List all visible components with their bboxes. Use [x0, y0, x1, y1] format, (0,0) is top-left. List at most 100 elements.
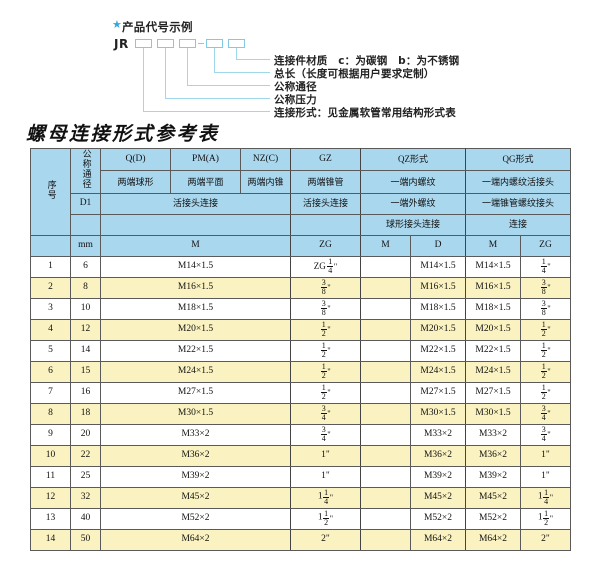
- cell-thread-m: M20×1.5: [100, 318, 291, 341]
- header-code-nzc: NZ(C): [240, 147, 291, 172]
- cell-qg-zg: 3 4 ": [520, 402, 571, 425]
- header-desc2-qz: 一端外螺纹: [360, 192, 466, 215]
- cell-thread-m: M33×2: [100, 423, 291, 446]
- annotation-nominal-bore: 公称通径: [274, 81, 317, 93]
- cell-qg-m: M22×1.5: [465, 339, 521, 362]
- header-unit-gz-zg: ZG: [290, 234, 361, 257]
- table-row: 9 20 M33×2 3 4 " M33×2 M33×2 3 4 ": [30, 423, 571, 446]
- cell-bore: 10: [70, 297, 101, 320]
- header-bore-label: 公称通径: [80, 149, 91, 189]
- cell-bore: 32: [70, 486, 101, 509]
- cell-bore: 50: [70, 528, 101, 551]
- header-row-desc2: D1 活接头连接 活接头连接 一端外螺纹 一端锥管螺纹接头: [31, 192, 571, 215]
- cell-qz-m: [360, 276, 411, 299]
- cell-bore: 6: [70, 255, 101, 278]
- header-bore-sub: D1: [70, 192, 101, 215]
- cell-index: 12: [30, 486, 71, 509]
- section-title: 螺母连接形式参考表: [26, 124, 220, 145]
- cell-qg-m: M20×1.5: [465, 318, 521, 341]
- cell-qg-zg: 3 8 ": [520, 297, 571, 320]
- cell-thread-m: M64×2: [100, 528, 291, 551]
- cell-qg-zg: 1 2 ": [520, 381, 571, 404]
- table-row: 5 14 M22×1.5 1 2 " M22×1.5 M22×1.5 1 2 ": [30, 339, 571, 362]
- cell-gz-zg: 1 2 ": [290, 339, 361, 362]
- cell-qg-zg: 1 1 4 ": [520, 486, 571, 509]
- cell-bore: 14: [70, 339, 101, 362]
- cell-gz-zg: 3 4 ": [290, 423, 361, 446]
- header-desc1-qd: 两端球形: [100, 170, 171, 194]
- cell-qg-m: M36×2: [465, 444, 521, 467]
- cell-qz-m: [360, 297, 411, 320]
- cell-gz-zg: 3 8 ": [290, 297, 361, 320]
- leader-line-v-3: [187, 48, 189, 86]
- header-unit-index-blank: [30, 234, 71, 257]
- cell-qg-m: M39×2: [465, 465, 521, 488]
- cell-qg-m: M27×1.5: [465, 381, 521, 404]
- code-box-4: [206, 39, 223, 48]
- cell-bore: 8: [70, 276, 101, 299]
- leader-line-v-5: [236, 48, 238, 60]
- header-unit-qz-m: M: [360, 234, 411, 257]
- cell-qg-zg: 1 2 ": [520, 360, 571, 383]
- cell-index: 2: [30, 276, 71, 299]
- cell-qz-m: [360, 402, 411, 425]
- header-code-qg: QG形式: [465, 147, 571, 172]
- cell-index: 11: [30, 465, 71, 488]
- leader-line-v-2: [165, 48, 167, 99]
- header-index-label: 序号: [45, 180, 56, 200]
- cell-gz-zg: 3 4 ": [290, 402, 361, 425]
- leader-line-h-4: [214, 72, 270, 74]
- header-row-codes: 序号 公称通径 Q(D) PM(A) NZ(C) GZ QZ形式 QG形式: [30, 147, 571, 236]
- code-box-3: [179, 39, 196, 48]
- table-row: 8 18 M30×1.5 3 4 " M30×1.5 M30×1.5 3 4 ": [30, 402, 571, 425]
- header-desc1-gz: 两端锥管: [290, 170, 361, 194]
- cell-gz-zg: 1 1 4 ": [290, 486, 361, 509]
- header-code-qz: QZ形式: [360, 147, 466, 172]
- cell-qg-m: M45×2: [465, 486, 521, 509]
- cell-gz-zg: 1 2 ": [290, 318, 361, 341]
- cell-thread-m: M16×1.5: [100, 276, 291, 299]
- cell-qg-zg: 2": [520, 528, 571, 551]
- cell-thread-m: M27×1.5: [100, 381, 291, 404]
- cell-bore: 25: [70, 465, 101, 488]
- cell-qg-zg: 1 1 2 ": [520, 507, 571, 530]
- header-row-desc1: 两端球形 两端平面 两端内锥 两端锥管 一端内螺纹 一端内螺纹活接头: [31, 170, 571, 194]
- cell-bore: 22: [70, 444, 101, 467]
- table-row: 7 16 M27×1.5 1 2 " M27×1.5 M27×1.5 1 2 ": [30, 381, 571, 404]
- cell-qg-zg: 1": [520, 465, 571, 488]
- table-row: 2 8 M16×1.5 3 8 " M16×1.5 M16×1.5 3 8 ": [30, 276, 571, 299]
- code-separator-dash: [198, 43, 204, 45]
- cell-gz-zg: 2": [290, 528, 361, 551]
- header-row-units: mm M ZG M D M ZG: [30, 234, 571, 257]
- cell-thread-m: M36×2: [100, 444, 291, 467]
- cell-thread-m: M39×2: [100, 465, 291, 488]
- cell-qg-m: M24×1.5: [465, 360, 521, 383]
- cell-index: 14: [30, 528, 71, 551]
- header-desc1-nzc: 两端内锥: [240, 170, 291, 194]
- leader-line-h-1: [143, 111, 270, 113]
- cell-thread-m: M45×2: [100, 486, 291, 509]
- table-row: 14 50 M64×2 2" M64×2 M64×2 2": [30, 528, 571, 551]
- header-unit-qz-d: D: [410, 234, 466, 257]
- table-row: 11 25 M39×2 1" M39×2 M39×2 1": [30, 465, 571, 488]
- cell-qg-zg: 3 4 ": [520, 423, 571, 446]
- code-box-2: [157, 39, 174, 48]
- cell-qg-m: M33×2: [465, 423, 521, 446]
- header-desc3-qg: 连接: [465, 213, 571, 236]
- cell-gz-zg: 1 1 2 ": [290, 507, 361, 530]
- cell-index: 3: [30, 297, 71, 320]
- cell-qg-m: M14×1.5: [465, 255, 521, 278]
- cell-gz-zg: 1": [290, 465, 361, 488]
- cell-index: 1: [30, 255, 71, 278]
- cell-index: 10: [30, 444, 71, 467]
- cell-index: 5: [30, 339, 71, 362]
- cell-bore: 20: [70, 423, 101, 446]
- table-row: 1 6 M14×1.5 ZG 1 4 " M14×1.5 M14×1.5 1 4 ": [30, 255, 571, 278]
- cell-gz-zg: ZG 1 4 ": [290, 255, 361, 278]
- star-icon: ★: [112, 19, 122, 31]
- cell-qz-d: M33×2: [410, 423, 466, 446]
- cell-bore: 16: [70, 381, 101, 404]
- header-index: 序号: [30, 148, 71, 236]
- cell-qg-m: M16×1.5: [465, 276, 521, 299]
- cell-gz-zg: 3 8 ": [290, 276, 361, 299]
